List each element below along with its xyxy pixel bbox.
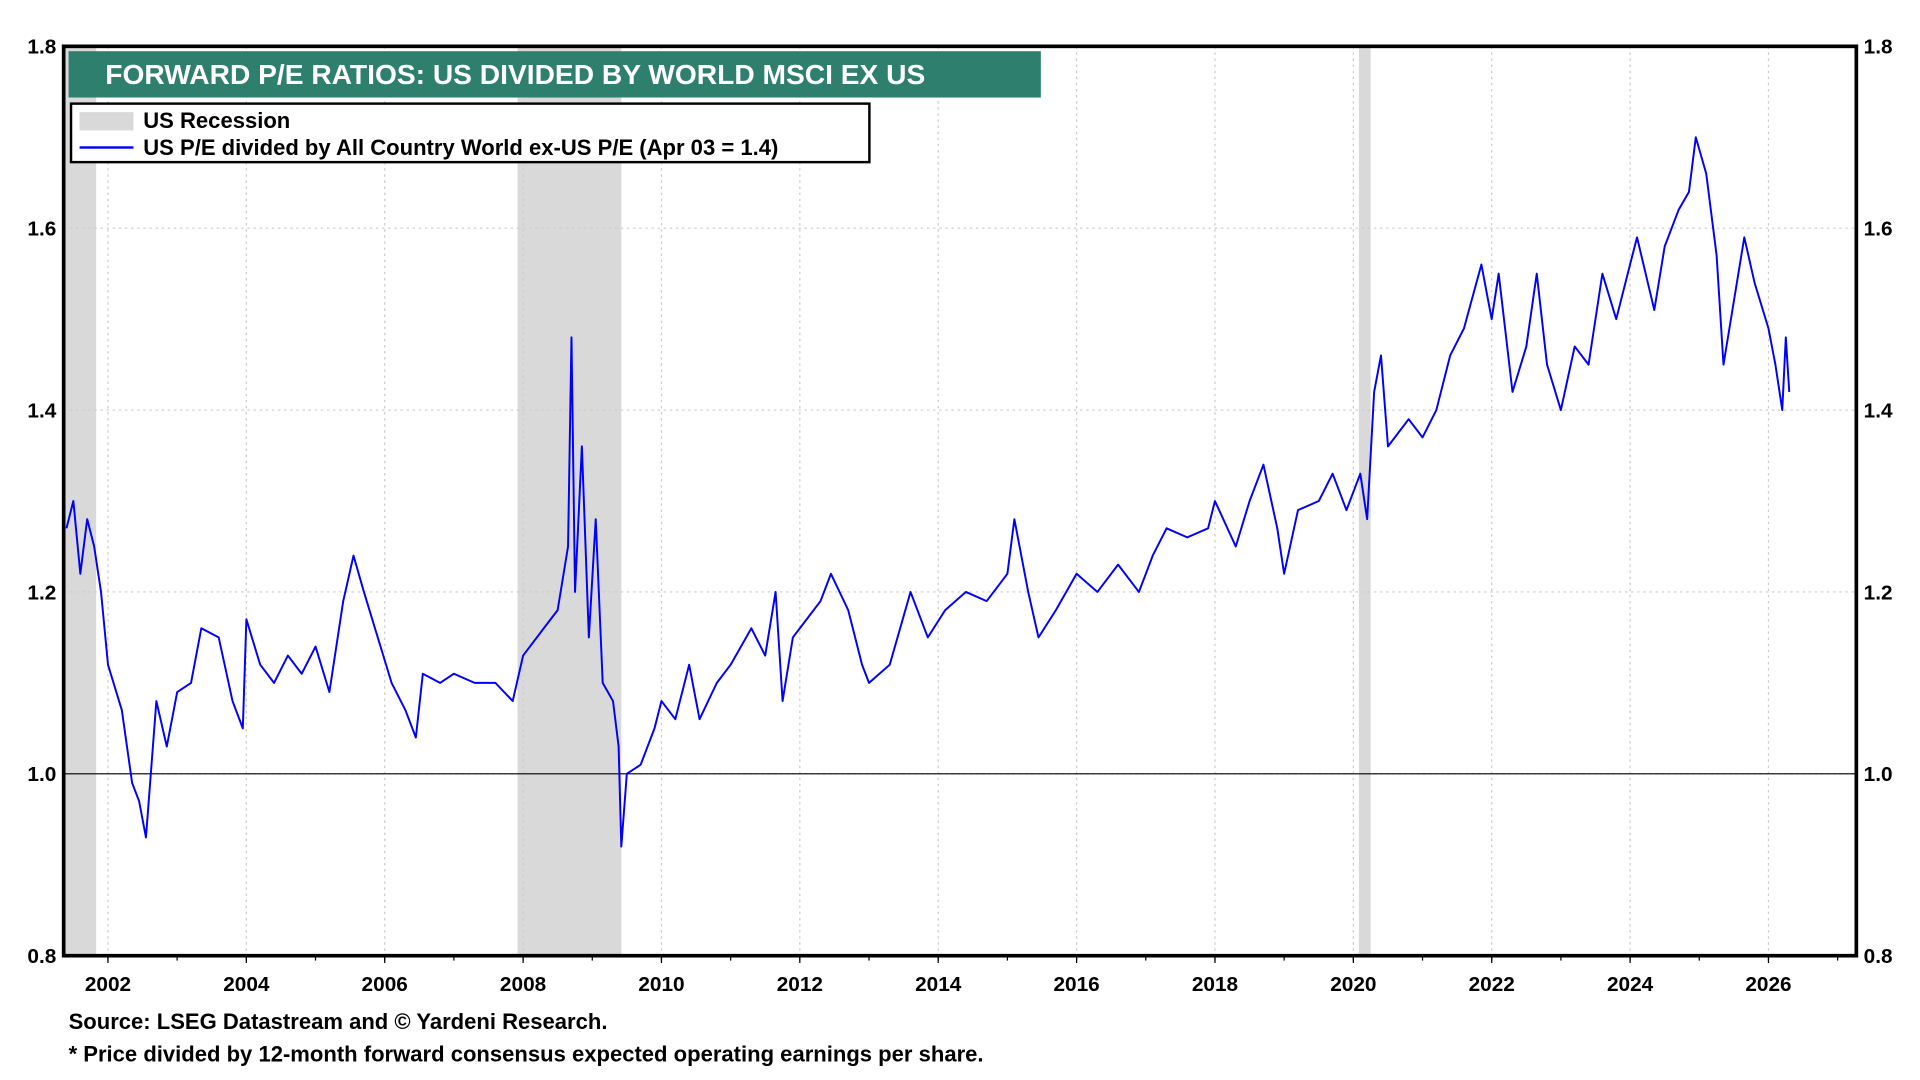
y-tick-label-left: 1.4 xyxy=(27,399,56,422)
x-tick-label: 2014 xyxy=(915,973,962,996)
x-tick-label: 2018 xyxy=(1192,973,1238,996)
series-line xyxy=(65,136,1791,848)
y-tick-label-left: 1.8 xyxy=(27,36,56,59)
plot-frame xyxy=(61,44,1859,958)
x-tick-label: 2020 xyxy=(1330,973,1376,996)
legend: US Recession US P/E divided by All Count… xyxy=(69,102,871,164)
y-tick-label-left: 1.0 xyxy=(27,763,56,786)
y-tick-label-right: 1.6 xyxy=(1864,218,1893,241)
y-tick-label-right: 1.4 xyxy=(1864,399,1893,422)
y-tick-label-right: 0.8 xyxy=(1864,945,1893,968)
legend-label-series: US P/E divided by All Country World ex-U… xyxy=(143,135,779,160)
legend-item-recession: US Recession xyxy=(79,107,291,134)
recession-swatch xyxy=(79,111,134,130)
y-tick-label-left: 1.6 xyxy=(27,218,56,241)
legend-item-series: US P/E divided by All Country World ex-U… xyxy=(79,134,779,161)
x-tick-label: 2008 xyxy=(500,973,546,996)
chart-title: FORWARD P/E RATIOS: US DIVIDED BY WORLD … xyxy=(68,51,1041,98)
x-tick-label: 2016 xyxy=(1053,973,1099,996)
x-tick-label: 2012 xyxy=(777,973,823,996)
y-tick-label-right: 1.0 xyxy=(1864,763,1893,786)
x-tick-label: 2026 xyxy=(1745,973,1791,996)
source-note: Source: LSEG Datastream and © Yardeni Re… xyxy=(68,1009,608,1034)
series-swatch xyxy=(79,146,134,149)
y-tick-label-right: 1.2 xyxy=(1864,581,1893,604)
x-tick-label: 2002 xyxy=(85,973,131,996)
x-tick-label: 2004 xyxy=(223,973,270,996)
footnote: * Price divided by 12-month forward cons… xyxy=(68,1042,984,1067)
x-tick-label: 2006 xyxy=(362,973,408,996)
legend-label-recession: US Recession xyxy=(143,108,291,133)
x-tick-label: 2022 xyxy=(1469,973,1515,996)
y-tick-label-left: 0.8 xyxy=(27,945,56,968)
x-tick-label: 2024 xyxy=(1607,973,1654,996)
y-tick-label-right: 1.8 xyxy=(1864,36,1893,59)
x-tick-label: 2010 xyxy=(638,973,684,996)
recession-band xyxy=(63,46,97,956)
y-tick-label-left: 1.2 xyxy=(27,581,56,604)
